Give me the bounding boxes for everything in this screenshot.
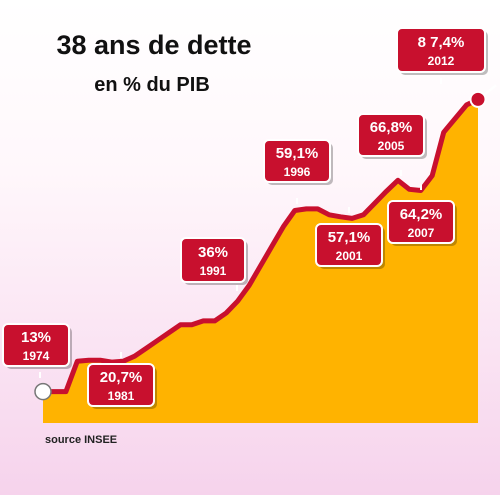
label-value: 20,7% [100, 369, 143, 386]
label-box [387, 200, 455, 244]
label-value: 59,1% [276, 145, 319, 162]
end-point-marker [469, 90, 487, 108]
label-box [2, 323, 70, 367]
label-value: 36% [198, 244, 228, 261]
label-box [357, 113, 425, 157]
chart-title: 38 ans de dette [56, 30, 252, 60]
label-year: 2005 [378, 139, 405, 153]
label-year: 1991 [200, 264, 227, 278]
label-year: 1974 [23, 349, 50, 363]
label-value: 13% [21, 329, 51, 346]
label-box [263, 139, 331, 183]
source-note: source INSEE [45, 434, 118, 446]
label-value: 66,8% [370, 119, 413, 136]
label-value: 57,1% [328, 229, 371, 246]
label-box [180, 237, 246, 283]
label-year: 2007 [408, 226, 435, 240]
label-year: 1996 [284, 165, 311, 179]
label-year: 2001 [336, 249, 363, 263]
label-box [87, 363, 155, 407]
label-value: 8 7,4% [418, 34, 465, 51]
debt-area-fill [43, 99, 478, 424]
start-point-marker [34, 382, 52, 401]
debt-line [40, 96, 481, 395]
label-year: 2012 [428, 54, 455, 68]
label-box [315, 223, 383, 267]
label-year: 1981 [108, 389, 135, 403]
chart-subtitle: en % du PIB [94, 74, 210, 96]
label-box [396, 27, 486, 73]
label-value: 64,2% [400, 206, 443, 223]
